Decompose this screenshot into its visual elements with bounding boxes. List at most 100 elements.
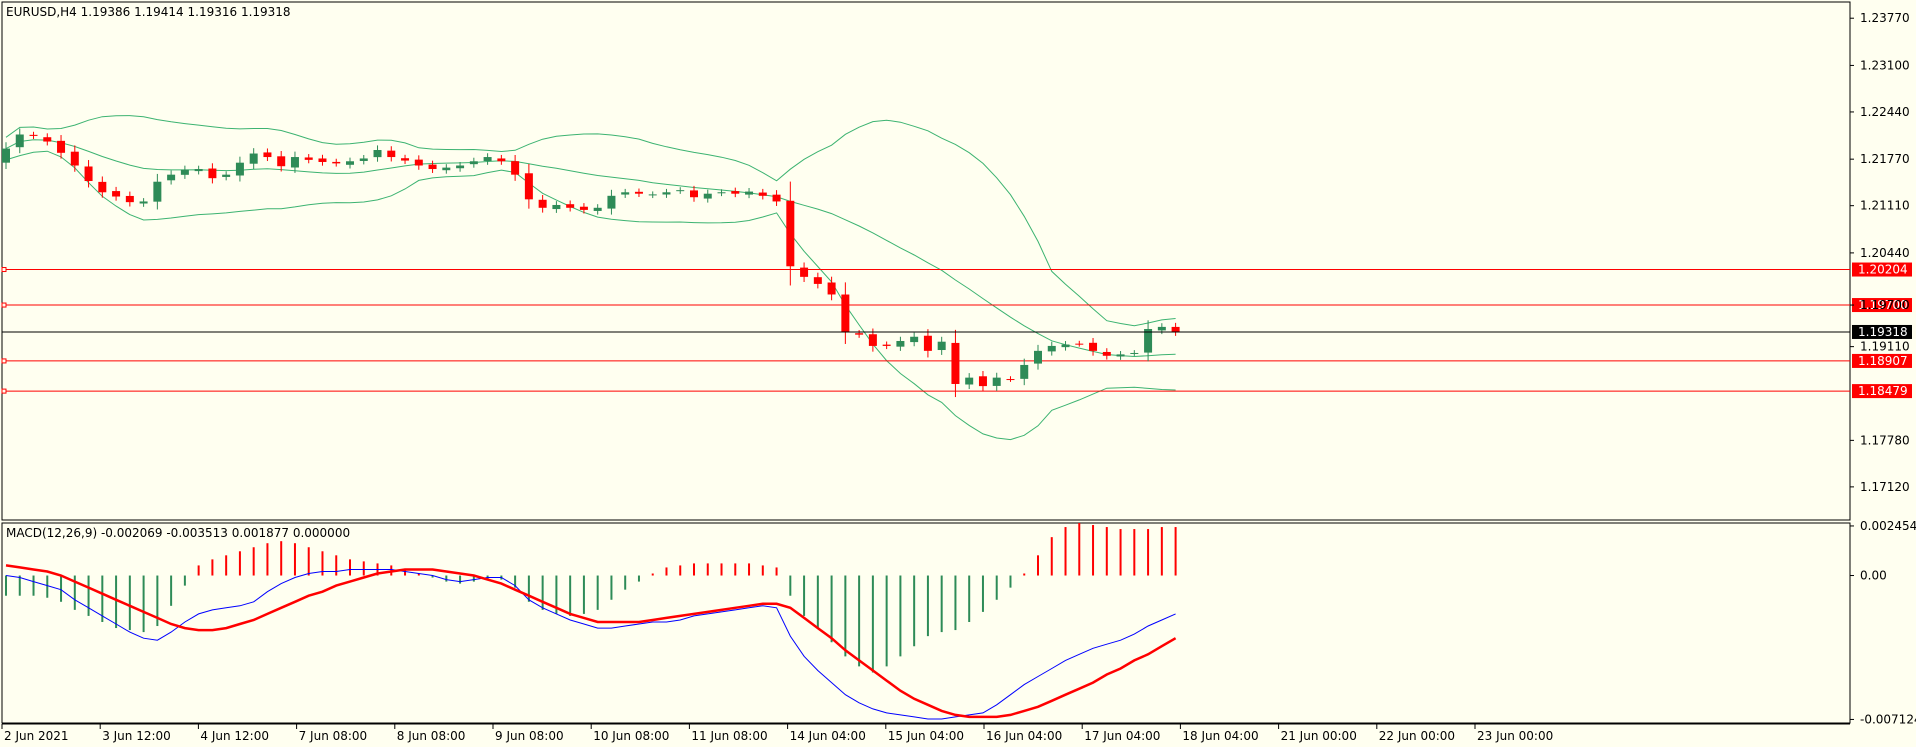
candle	[841, 282, 850, 344]
level-line[interactable]: 1.18479	[1, 384, 1912, 399]
candle	[125, 191, 134, 207]
price-tick-label: 1.21110	[1860, 199, 1910, 213]
candlesticks	[2, 128, 1180, 398]
candle	[634, 188, 643, 197]
candle	[346, 157, 354, 169]
macd-line	[5, 569, 1176, 720]
candle	[538, 194, 547, 213]
candle	[648, 191, 657, 199]
candle	[167, 170, 176, 185]
price-tick-label: 1.17120	[1860, 480, 1910, 494]
price-pane[interactable]: 1.20204 1.19700 1.18907 1.18479 EURUSD,H4 1…	[1, 1, 1912, 521]
candle	[923, 329, 932, 358]
candle	[373, 145, 382, 162]
candle	[359, 155, 368, 165]
main-header: EURUSD,H4 1.19386 1.19414 1.19316 1.1931…	[6, 5, 291, 19]
macd-pane[interactable]: MACD(12,26,9) -0.002069 -0.003513 0.0018…	[1, 522, 1851, 724]
macd-histogram	[5, 523, 1177, 673]
candle	[139, 198, 148, 207]
price-tick-label: 1.17780	[1860, 433, 1910, 447]
candle	[15, 128, 24, 154]
candle	[937, 336, 946, 355]
time-tick-label: 14 Jun 04:00	[790, 729, 866, 743]
candle	[1144, 320, 1153, 362]
candle	[621, 188, 630, 198]
candle	[1006, 376, 1015, 382]
time-tick-label: 22 Jun 00:00	[1379, 729, 1455, 743]
candle	[662, 188, 671, 198]
time-tick-label: 10 Jun 08:00	[593, 729, 669, 743]
candle	[318, 154, 327, 166]
candle	[813, 272, 822, 289]
candle	[1102, 348, 1111, 360]
candle	[401, 154, 410, 164]
price-tick-label: 1.21770	[1860, 152, 1910, 166]
candle	[1171, 322, 1180, 336]
price-tick-label: 1.20440	[1860, 246, 1910, 260]
candle	[304, 154, 313, 164]
candle	[249, 148, 258, 170]
candle	[112, 186, 121, 201]
time-tick-label: 11 Jun 08:00	[691, 729, 767, 743]
band-lower	[5, 150, 1176, 441]
price-tick-label: 1.22440	[1860, 105, 1910, 119]
level-line[interactable]: 1.20204	[1, 262, 1912, 277]
time-tick-label: 21 Jun 00:00	[1281, 729, 1357, 743]
level-tag: 1.18479	[1858, 384, 1908, 398]
candle	[855, 330, 864, 338]
current-price-tag: 1.19318	[1852, 324, 1912, 339]
band-upper	[5, 115, 1176, 327]
candle	[1047, 341, 1056, 356]
candle	[428, 160, 437, 173]
candle	[208, 163, 217, 184]
macd-tick-label: -0.007124	[1860, 712, 1916, 726]
candle	[524, 163, 533, 209]
svg-text:1.19318: 1.19318	[1858, 325, 1908, 339]
candle	[2, 142, 10, 170]
candle	[1075, 340, 1084, 347]
candle	[758, 188, 767, 200]
candle	[222, 171, 231, 181]
price-tick-label: 1.19700	[1860, 298, 1910, 312]
candle	[772, 190, 781, 206]
candle	[607, 189, 616, 215]
macd-tick-label: 0.00	[1860, 569, 1887, 583]
level-line[interactable]: 1.18907	[1, 353, 1912, 368]
level-tag: 1.20204	[1858, 263, 1908, 277]
candle	[29, 131, 38, 139]
candle	[1116, 351, 1125, 360]
candle	[442, 164, 451, 174]
horizontal-levels: 1.20204 1.19700 1.18907 1.18479	[1, 262, 1912, 399]
signal-line	[5, 564, 1177, 719]
candle	[882, 341, 891, 350]
candle	[552, 201, 561, 213]
macd-tick-label: 0.002454	[1860, 519, 1916, 533]
candle	[277, 151, 286, 172]
candle	[414, 155, 423, 170]
candle	[992, 372, 1001, 391]
candle	[951, 329, 960, 398]
candle	[800, 262, 809, 282]
candle	[153, 173, 162, 210]
time-axis: 2 Jun 2021 3 Jun 12:00 4 Jun 12:00 7 Jun 08…	[1, 723, 1850, 743]
time-tick-label: 3 Jun 12:00	[102, 729, 171, 743]
candle	[896, 336, 905, 351]
candle	[387, 146, 396, 162]
candle	[731, 187, 740, 198]
candle	[511, 154, 520, 181]
candle	[1089, 337, 1098, 356]
candle	[717, 189, 726, 197]
candle	[469, 157, 478, 168]
candle	[84, 160, 93, 188]
candle	[703, 189, 712, 203]
candle	[290, 151, 299, 173]
candle	[497, 154, 506, 165]
candle	[180, 165, 189, 179]
candle	[1034, 344, 1042, 370]
level-tag: 1.19700	[1858, 298, 1908, 312]
candle	[566, 200, 575, 212]
candle	[57, 135, 66, 159]
macd-header: MACD(12,26,9) -0.002069 -0.003513 0.0018…	[6, 526, 350, 540]
level-line[interactable]: 1.19700	[1, 298, 1912, 313]
